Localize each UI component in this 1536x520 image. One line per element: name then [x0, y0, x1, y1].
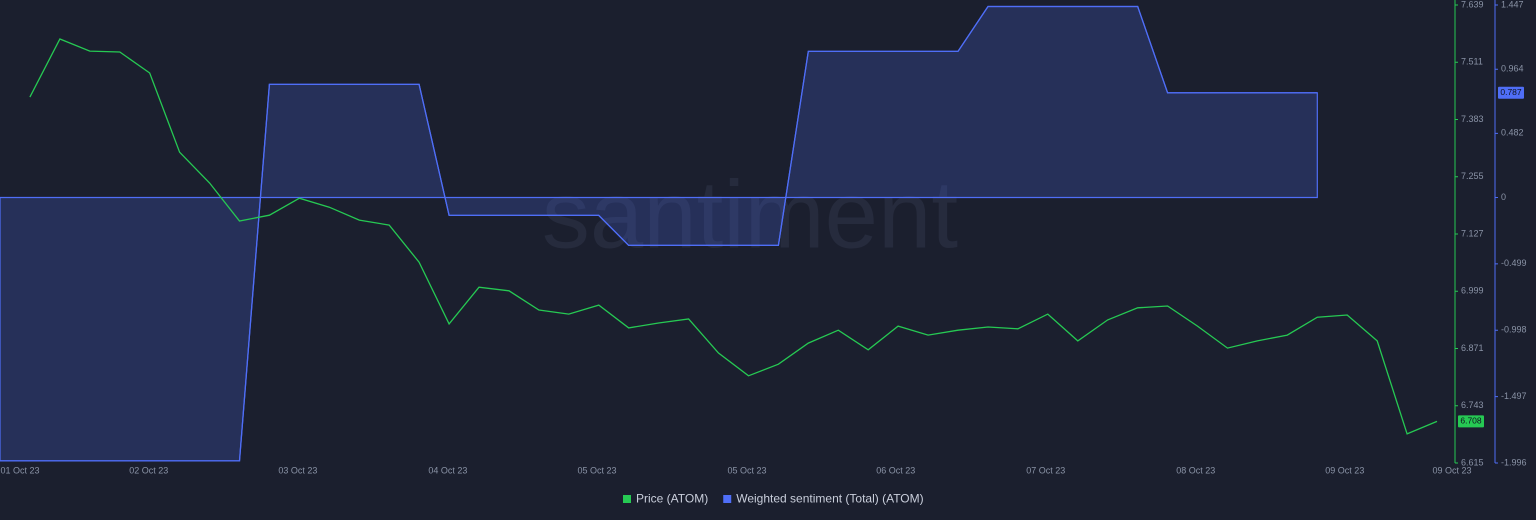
y2-tick-label: -1.996	[1501, 457, 1527, 467]
y-tick-label: 7.639	[1461, 0, 1484, 9]
y2-tick-label: -0.998	[1501, 325, 1527, 335]
last-value-badge	[1498, 86, 1524, 99]
y-tick-label: 7.383	[1461, 114, 1484, 124]
last-value-label: 6.708	[1460, 416, 1482, 426]
x-tick-label: 07 Oct 23	[1026, 465, 1065, 475]
x-tick-label: 05 Oct 23	[727, 465, 766, 475]
legend-label: Weighted sentiment (Total) (ATOM)	[736, 492, 923, 506]
legend-swatch	[723, 495, 732, 503]
x-tick-label: 08 Oct 23	[1176, 465, 1215, 475]
last-value-badge	[1458, 415, 1484, 428]
x-tick-label: 01 Oct 23	[1, 465, 40, 475]
y2-tick-label: -0.499	[1501, 258, 1527, 268]
y-tick-label: 6.871	[1461, 343, 1484, 353]
x-tick-label: 02 Oct 23	[129, 465, 168, 475]
y2-tick-label: 0.964	[1501, 64, 1524, 74]
y2-tick-label: -1.497	[1501, 391, 1527, 401]
y-tick-label: 7.511	[1461, 57, 1483, 67]
watermark: santiment	[542, 161, 958, 268]
x-tick-label: 05 Oct 23	[577, 465, 616, 475]
y2-tick-label: 1.447	[1501, 0, 1524, 9]
last-value-label: 0.787	[1500, 87, 1522, 97]
x-tick-label: 09 Oct 23	[1325, 465, 1364, 475]
x-tick-label: 09 Oct 23	[1432, 465, 1471, 475]
y-tick-label: 6.615	[1461, 457, 1484, 467]
y2-tick-label: 0	[1501, 192, 1506, 202]
y-tick-label: 7.255	[1461, 171, 1484, 181]
line	[0, 5, 1318, 462]
y2-tick-label: 0.482	[1501, 128, 1524, 138]
y-tick-label: 7.127	[1461, 228, 1484, 238]
legend-swatch	[623, 495, 631, 503]
x-tick-label: 03 Oct 23	[278, 465, 317, 475]
y-tick-label: 6.743	[1461, 400, 1484, 410]
x-tick-label: 04 Oct 23	[428, 465, 467, 475]
line	[29, 38, 1438, 435]
legend-label: Price (ATOM)	[636, 492, 708, 506]
y-tick-label: 6.999	[1461, 286, 1484, 296]
x-tick-label: 06 Oct 23	[876, 465, 915, 475]
